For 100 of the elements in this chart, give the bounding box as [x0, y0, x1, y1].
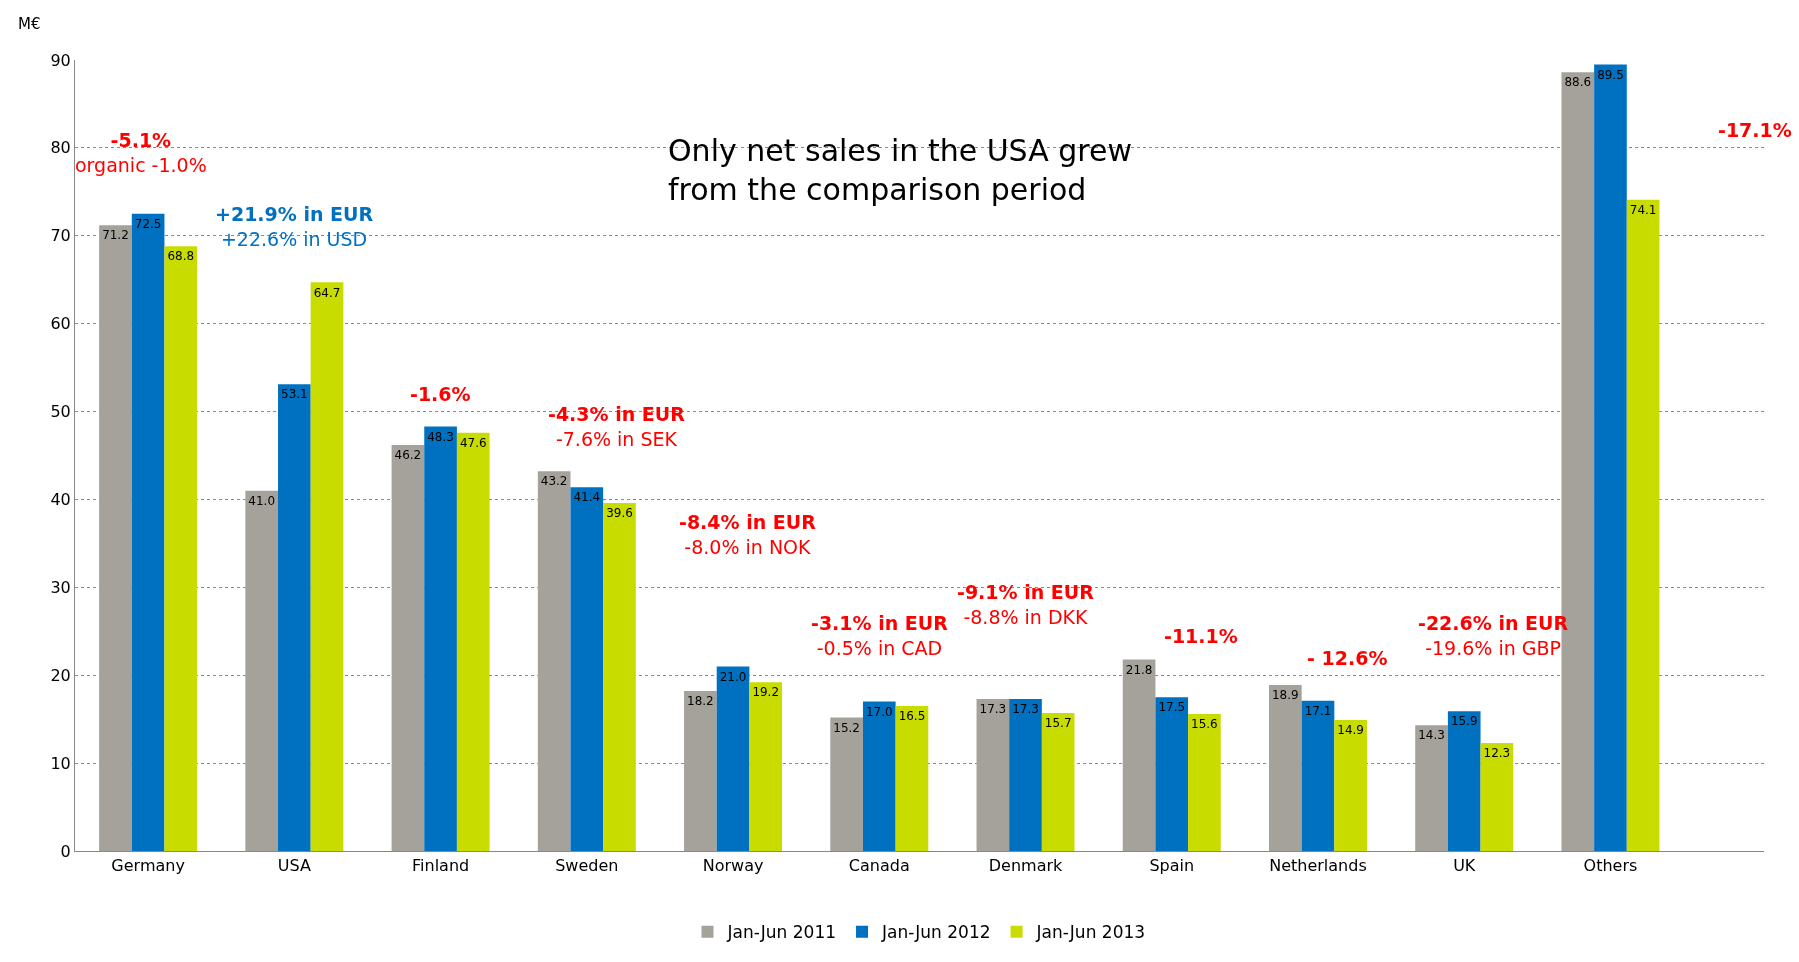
data-label: 18.2 — [687, 694, 714, 709]
y-tick-label: 90 — [50, 50, 71, 70]
bar — [1155, 697, 1189, 851]
data-label: 46.2 — [394, 448, 422, 463]
bar — [424, 426, 457, 851]
data-label: 17.5 — [1158, 700, 1186, 715]
data-label: 71.2 — [102, 228, 129, 243]
bar — [1626, 199, 1660, 851]
bar — [603, 502, 636, 851]
bar — [976, 698, 1010, 851]
x-tick-label: Spain — [1149, 856, 1195, 876]
bar — [1447, 711, 1481, 851]
data-label: 15.7 — [1044, 716, 1072, 731]
data-label: 21.0 — [719, 669, 747, 684]
x-tick-label: USA — [277, 856, 311, 876]
y-tick-label: 20 — [50, 665, 71, 685]
data-label: 47.6 — [459, 435, 487, 450]
data-label: 39.6 — [606, 506, 633, 521]
bar — [456, 432, 490, 851]
annotation: - 12.6% — [1307, 647, 1388, 669]
annotation: -9.1% in EUR -8.8% in DKK — [957, 581, 1095, 628]
data-label: 88.6 — [1564, 75, 1592, 90]
bar — [1041, 713, 1075, 851]
data-label: 17.0 — [865, 704, 893, 719]
bar — [310, 282, 344, 851]
data-label: 64.7 — [313, 285, 341, 300]
annotation: -8.4% in EUR -8.0% in NOK — [679, 511, 817, 558]
x-tick-label: Norway — [702, 856, 764, 876]
x-tick-label: Others — [1583, 856, 1638, 876]
data-label: 48.3 — [427, 429, 454, 444]
bar — [684, 691, 717, 851]
data-label: 21.8 — [1125, 662, 1153, 677]
bar — [245, 490, 279, 851]
bar — [749, 682, 783, 851]
data-label: 68.8 — [167, 249, 195, 264]
annotation: -17.1% — [1718, 119, 1792, 141]
data-label: 72.5 — [134, 216, 162, 231]
x-tick-label: Netherlands — [1269, 856, 1367, 876]
data-label: 17.3 — [979, 702, 1007, 717]
bar — [1122, 659, 1156, 851]
x-tick-label: UK — [1453, 856, 1476, 876]
bar — [895, 705, 929, 851]
bar — [1269, 684, 1302, 851]
annotation: -4.3% in EUR -7.6% in SEK — [548, 403, 686, 450]
data-label: 17.1 — [1304, 703, 1332, 718]
bar — [537, 471, 571, 851]
legend-label: Jan-Jun 2012 — [881, 922, 991, 943]
data-label: 14.3 — [1418, 728, 1445, 743]
bar — [1334, 720, 1367, 851]
annotation: -1.6% — [410, 383, 471, 405]
annotation: -22.6% in EUR -19.6% in GBP — [1418, 612, 1569, 659]
bar — [862, 701, 896, 851]
y-tick-label: 80 — [50, 138, 71, 158]
data-label: 18.9 — [1272, 688, 1299, 703]
y-tick-label: 70 — [50, 226, 71, 246]
annotation: +21.9% in EUR +22.6% in USD — [215, 203, 374, 250]
data-label: 89.5 — [1597, 67, 1624, 82]
annotation: -5.1% organic -1.0% — [75, 129, 207, 176]
bar — [1009, 698, 1042, 851]
bar — [278, 384, 311, 851]
data-label: 14.9 — [1337, 723, 1364, 738]
y-axis-title: M€ — [18, 15, 41, 33]
bar — [830, 717, 863, 851]
bar — [1301, 700, 1335, 851]
x-tick-label: Finland — [411, 856, 470, 876]
bar — [716, 666, 750, 851]
data-label: 53.1 — [281, 387, 308, 402]
x-tick-label: Sweden — [555, 856, 619, 876]
bar — [570, 487, 604, 851]
x-tick-label: Germany — [111, 856, 185, 876]
bar — [131, 213, 165, 851]
data-label: 15.6 — [1191, 717, 1218, 732]
data-label: 74.1 — [1629, 202, 1657, 217]
bar — [164, 246, 198, 851]
bar — [1480, 742, 1514, 851]
bar — [99, 225, 132, 851]
annotation: -3.1% in EUR -0.5% in CAD — [811, 612, 949, 659]
data-label: 41.0 — [248, 493, 276, 508]
data-label: 16.5 — [898, 709, 926, 724]
y-tick-label: 30 — [50, 577, 71, 597]
y-tick-label: 60 — [50, 314, 71, 334]
data-label: 19.2 — [752, 685, 780, 700]
x-tick-label: Canada — [848, 856, 910, 876]
y-tick-label: 40 — [50, 490, 71, 510]
bar — [1415, 725, 1448, 851]
data-label: 12.3 — [1483, 746, 1511, 761]
annotation: Only net sales in the USA grew from the comparison period — [668, 133, 1132, 207]
y-tick-label: 0 — [60, 841, 71, 861]
data-label: 43.2 — [540, 474, 568, 489]
bar — [1188, 713, 1221, 851]
data-label: 17.3 — [1012, 702, 1039, 717]
x-tick-label: Denmark — [988, 856, 1064, 876]
annotation: -11.1% — [1164, 625, 1238, 647]
data-label: 15.2 — [833, 720, 860, 735]
bar — [391, 444, 425, 851]
data-label: 41.4 — [573, 490, 601, 505]
legend-label: Jan-Jun 2013 — [1035, 922, 1146, 943]
y-tick-label: 10 — [50, 753, 71, 773]
y-tick-label: 50 — [50, 402, 71, 422]
bar — [1594, 64, 1627, 851]
